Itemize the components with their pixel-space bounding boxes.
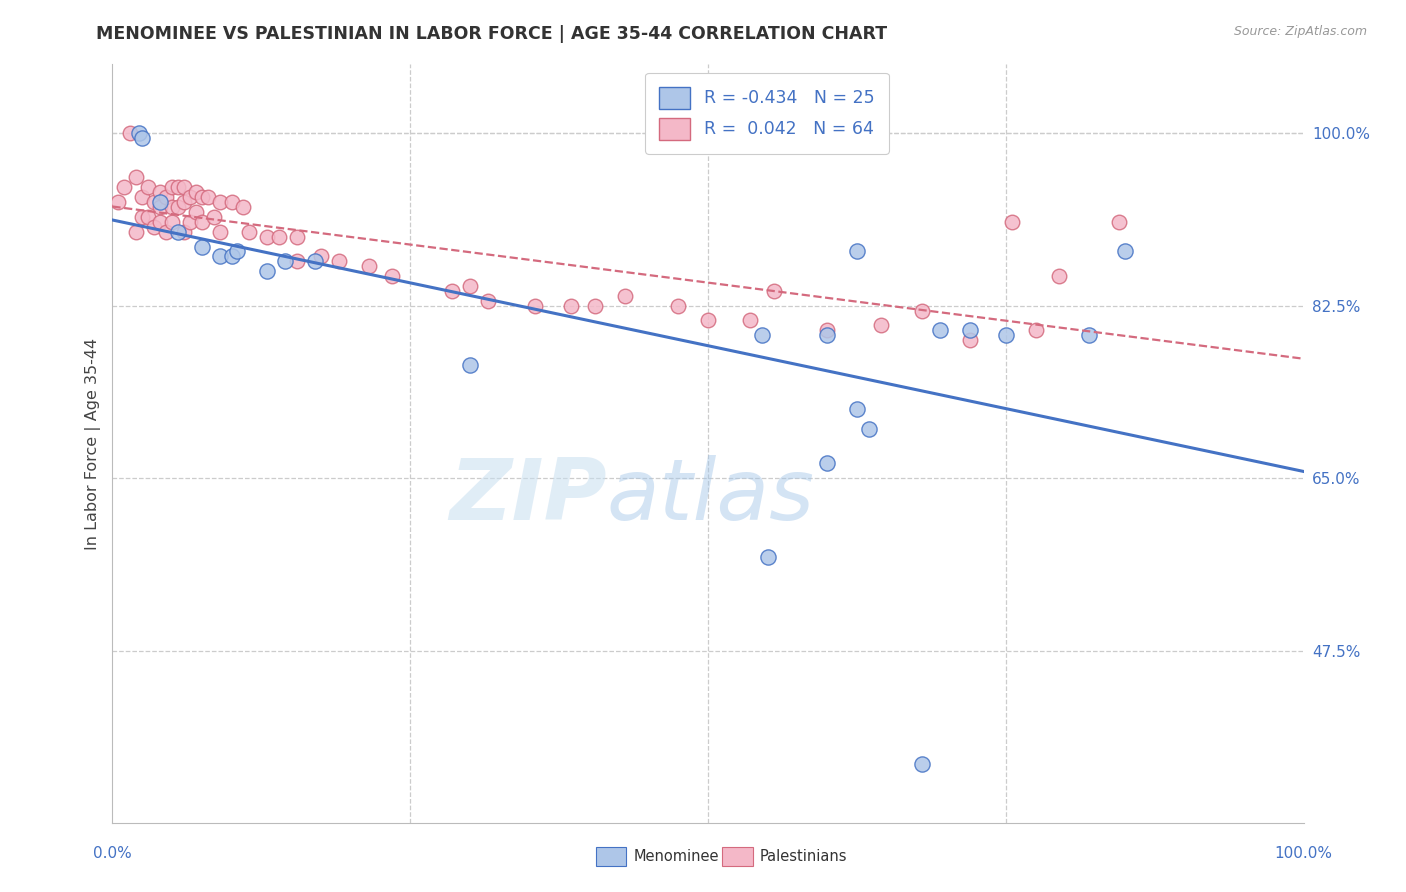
Point <box>128 126 150 140</box>
Point <box>560 299 582 313</box>
Point <box>697 313 720 327</box>
Point <box>959 333 981 347</box>
Point <box>160 180 183 194</box>
Point <box>285 254 308 268</box>
Point <box>107 195 129 210</box>
Point <box>815 328 838 343</box>
Point <box>125 225 148 239</box>
Point <box>304 254 326 268</box>
Point <box>179 215 201 229</box>
Point <box>751 328 773 343</box>
Point <box>160 200 183 214</box>
Text: 100.0%: 100.0% <box>1275 846 1333 861</box>
Point <box>173 225 195 239</box>
Point <box>160 215 183 229</box>
Point <box>845 402 868 417</box>
Point <box>149 200 172 214</box>
Point <box>256 264 278 278</box>
Point <box>190 190 212 204</box>
Point <box>149 215 172 229</box>
Point <box>524 299 547 313</box>
Point <box>208 225 231 239</box>
Point <box>458 358 481 372</box>
Point <box>309 249 332 263</box>
Point <box>136 180 159 194</box>
Point <box>815 457 838 471</box>
Point <box>477 293 499 308</box>
Y-axis label: In Labor Force | Age 35-44: In Labor Force | Age 35-44 <box>86 338 101 549</box>
Point <box>232 200 254 214</box>
Point <box>613 289 636 303</box>
Point <box>1078 328 1101 343</box>
Point <box>285 229 308 244</box>
Point <box>155 225 177 239</box>
Point <box>184 186 207 200</box>
Point <box>911 757 934 772</box>
Point <box>911 303 934 318</box>
Point <box>583 299 606 313</box>
Point <box>167 180 190 194</box>
Point <box>143 219 166 234</box>
Point <box>815 323 838 337</box>
Point <box>256 229 278 244</box>
Point <box>131 210 153 224</box>
Point <box>143 195 166 210</box>
Text: Source: ZipAtlas.com: Source: ZipAtlas.com <box>1233 25 1367 38</box>
Point <box>208 195 231 210</box>
Point <box>112 180 135 194</box>
Point <box>357 259 380 273</box>
Point <box>221 195 243 210</box>
Point <box>155 190 177 204</box>
Point <box>1108 215 1130 229</box>
Point <box>125 170 148 185</box>
Point <box>929 323 952 337</box>
Point <box>221 249 243 263</box>
Point <box>190 239 212 253</box>
Text: Menominee: Menominee <box>634 849 718 864</box>
Point <box>202 210 225 224</box>
Point <box>120 126 142 140</box>
Point <box>756 550 779 565</box>
Point <box>167 225 190 239</box>
Point <box>131 131 153 145</box>
Point <box>184 205 207 219</box>
Point <box>1025 323 1047 337</box>
Text: ZIP: ZIP <box>449 456 607 539</box>
Text: Palestinians: Palestinians <box>761 849 848 864</box>
Point <box>149 186 172 200</box>
Point <box>762 284 785 298</box>
Point <box>858 422 880 436</box>
Point <box>173 195 195 210</box>
Point <box>179 190 201 204</box>
Point <box>869 318 891 333</box>
Point <box>381 269 404 284</box>
Point <box>238 225 260 239</box>
Point <box>458 279 481 293</box>
Point <box>136 210 159 224</box>
Text: atlas: atlas <box>607 456 814 539</box>
Point <box>226 244 249 259</box>
Legend: R = -0.434   N = 25, R =  0.042   N = 64: R = -0.434 N = 25, R = 0.042 N = 64 <box>645 73 889 153</box>
Point <box>173 180 195 194</box>
Point <box>845 244 868 259</box>
Point <box>994 328 1017 343</box>
Point <box>197 190 219 204</box>
Point <box>131 190 153 204</box>
Point <box>1114 244 1136 259</box>
Point <box>738 313 761 327</box>
Point <box>208 249 231 263</box>
Text: MENOMINEE VS PALESTINIAN IN LABOR FORCE | AGE 35-44 CORRELATION CHART: MENOMINEE VS PALESTINIAN IN LABOR FORCE … <box>96 25 887 43</box>
Point <box>1001 215 1024 229</box>
Point <box>149 195 172 210</box>
Point <box>1047 269 1070 284</box>
Point <box>190 215 212 229</box>
Point <box>274 254 297 268</box>
Point <box>440 284 463 298</box>
Text: 0.0%: 0.0% <box>93 846 132 861</box>
Point <box>666 299 689 313</box>
Point <box>959 323 981 337</box>
Point <box>269 229 291 244</box>
Point <box>328 254 350 268</box>
Point <box>167 200 190 214</box>
